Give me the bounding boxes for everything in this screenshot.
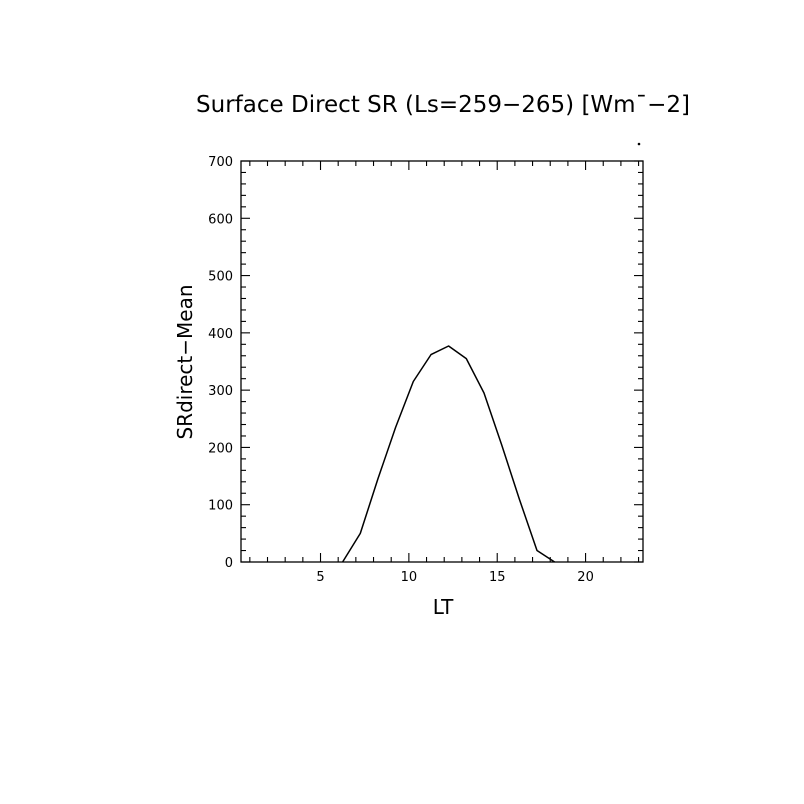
x-tick-label: 20 bbox=[577, 570, 594, 585]
x-tick-label: 5 bbox=[316, 570, 324, 585]
x-axis-label: LT bbox=[433, 595, 454, 619]
y-tick-label: 600 bbox=[208, 212, 233, 227]
y-axis-label: SRdirect−Mean bbox=[173, 284, 197, 439]
series-line bbox=[341, 345, 556, 563]
y-tick-label: 300 bbox=[208, 384, 233, 399]
y-tick-label: 500 bbox=[208, 270, 233, 285]
x-tick-label: 15 bbox=[489, 570, 506, 585]
y-tick-label: 100 bbox=[208, 499, 233, 514]
y-tick-label: 0 bbox=[225, 556, 233, 571]
plot-frame bbox=[240, 160, 644, 563]
x-tick-label: 10 bbox=[401, 570, 418, 585]
y-tick-label: 400 bbox=[208, 327, 233, 342]
y-tick-label: 200 bbox=[208, 441, 233, 456]
axis-ticks bbox=[241, 160, 643, 563]
chart-title: Surface Direct SR (Ls=259−265) [Wm¯−2] bbox=[196, 92, 690, 118]
y-tick-label: 700 bbox=[208, 155, 233, 170]
corner-marker bbox=[637, 142, 641, 146]
